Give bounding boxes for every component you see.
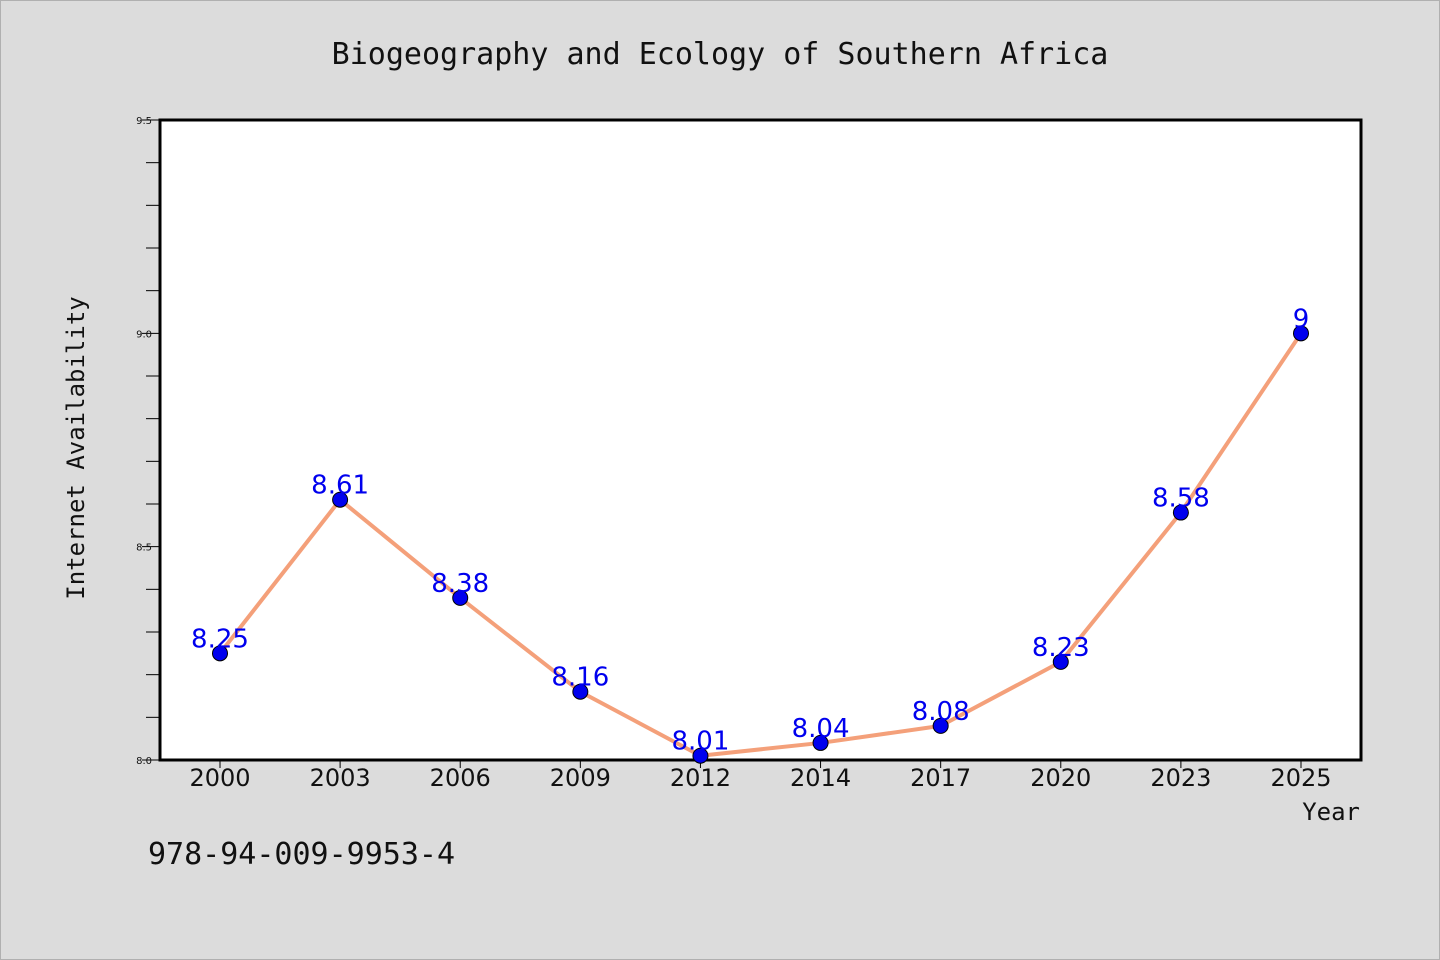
y-tick-label: 9.5	[136, 116, 152, 127]
data-point-marker	[1052, 653, 1069, 670]
data-label-group: 8.25 8.61 8.38 8.16 8.01 8.04 8.08 8.23 8.58 9	[191, 304, 1309, 756]
x-tick-label: 2020	[1030, 764, 1091, 792]
data-point-marker	[572, 683, 589, 700]
y-axis-label: Internet Availability	[62, 296, 90, 599]
data-label: 8.23	[1032, 633, 1090, 663]
y-tick-label: 8.0	[136, 756, 152, 767]
y-tick-label: 8.5	[136, 543, 152, 554]
data-label: 8.25	[191, 624, 249, 654]
y-axis: 8.0 8.5 9.0 9.5	[136, 116, 160, 767]
x-tick-label: 2006	[430, 764, 491, 792]
data-point-marker	[1293, 325, 1309, 342]
data-label: 8.04	[792, 714, 850, 744]
y-tick-label: 9.0	[136, 329, 152, 340]
x-tick-label: 2012	[670, 764, 731, 792]
x-axis-label: Year	[1302, 798, 1360, 826]
x-tick-label: 2009	[550, 764, 611, 792]
x-tick-label: 2000	[189, 764, 250, 792]
data-label: 8.08	[912, 697, 970, 727]
x-tick-label: 2003	[310, 764, 371, 792]
data-label: 8.01	[671, 727, 729, 757]
data-point-marker	[332, 491, 349, 508]
data-point-marker	[212, 645, 228, 662]
x-tick-label: 2017	[910, 764, 971, 792]
series-line-group	[218, 331, 1303, 758]
data-point-marker	[1172, 504, 1189, 521]
data-label: 8.61	[311, 471, 369, 501]
isbn-text: 978-94-009-9953-4	[148, 837, 455, 872]
data-label: 8.58	[1152, 484, 1210, 514]
x-tick-label: 2014	[790, 764, 851, 792]
x-tick-label: 2025	[1270, 764, 1331, 792]
data-label: 8.16	[551, 663, 609, 693]
marker-group	[212, 325, 1309, 764]
plot-area	[158, 118, 1363, 762]
x-axis: 2000 2003 2006 2009 2012 2014 2017 2020 2023 2025	[189, 760, 1332, 792]
data-label: 9	[1293, 304, 1310, 334]
chart-title: Biogeography and Ecology of Southern Afr…	[332, 37, 1109, 72]
data-point-marker	[812, 734, 829, 751]
data-point-marker	[932, 717, 949, 734]
x-tick-label: 2023	[1150, 764, 1211, 792]
data-label: 8.38	[431, 569, 489, 599]
data-point-marker	[452, 589, 469, 606]
series-line	[218, 331, 1303, 758]
data-point-marker	[692, 747, 709, 764]
